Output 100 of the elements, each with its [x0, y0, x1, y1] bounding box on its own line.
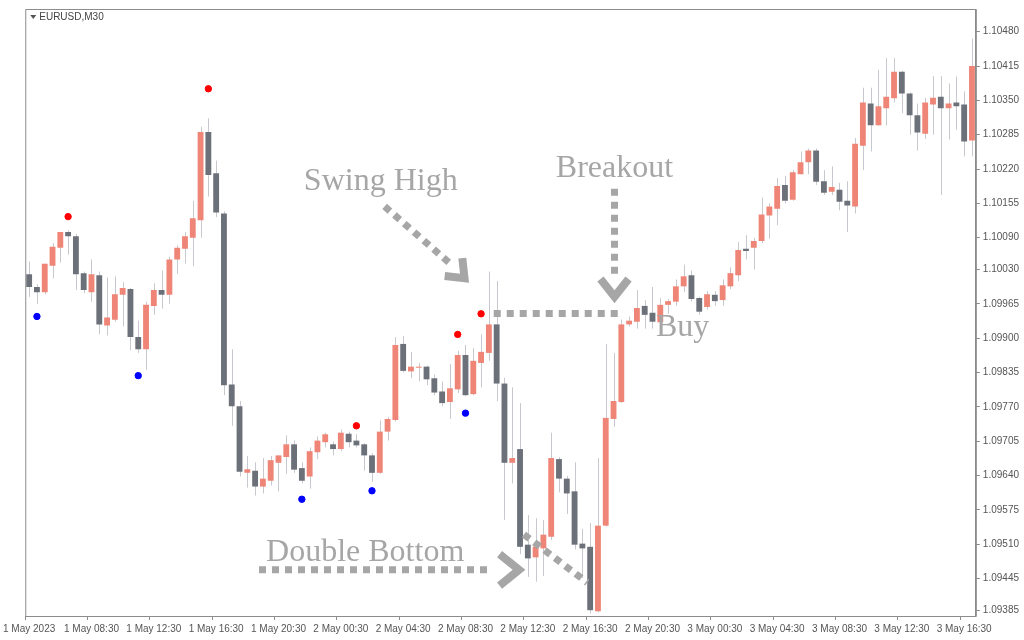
y-tick-label: 1.10415: [982, 59, 1020, 71]
candlestick: [883, 57, 890, 126]
point: [454, 330, 462, 339]
candlestick: [158, 270, 165, 310]
x-tick-label: 1 May 16:30: [188, 622, 245, 634]
candlestick: [415, 362, 422, 382]
annotation: Breakout: [555, 147, 674, 185]
candlestick: [80, 271, 87, 294]
y-tick-label: 1.09900: [982, 331, 1020, 343]
candlestick: [150, 282, 157, 316]
x-tick-label: 1 May 08:30: [63, 622, 120, 634]
candlestick: [182, 231, 188, 265]
y-tick-label: 1.09770: [982, 400, 1020, 412]
candlestick: [189, 200, 196, 267]
x-tick-label: 3 May 04:30: [749, 622, 806, 634]
candlestick: [828, 165, 835, 196]
y-tick-label: 1.09705: [982, 434, 1020, 446]
y-tick-label: 1.09835: [982, 366, 1020, 378]
candlestick: [135, 320, 142, 354]
x-tick-label: 3 May 16:30: [936, 622, 993, 634]
point: [461, 409, 470, 417]
y-tick-label: 1.10155: [982, 197, 1020, 209]
x-tick-label: 1 May 20:30: [250, 622, 307, 634]
candlestick: [750, 237, 757, 270]
candlestick: [898, 70, 905, 114]
candlestick: [267, 455, 274, 487]
candlestick: [439, 380, 446, 407]
y-tick-label: 1.09445: [982, 572, 1020, 584]
candlestick: [563, 475, 570, 515]
candlestick: [633, 289, 640, 330]
candlestick: [805, 147, 812, 175]
candlestick: [228, 348, 235, 427]
point: [298, 495, 306, 503]
x-tick-label: 3 May 00:30: [687, 622, 743, 634]
candlestick: [540, 519, 547, 577]
candlestick: [844, 180, 851, 233]
point: [64, 212, 72, 221]
point: [204, 85, 213, 93]
x-tick-label: 3 May 08:30: [811, 622, 868, 634]
candlestick: [244, 455, 251, 489]
candlestick: [259, 457, 266, 494]
candlestick: [524, 514, 531, 578]
y-tick-label: 1.09385: [982, 603, 1020, 615]
candlestick: [937, 75, 944, 196]
x-tick-label: 2 May 08:30: [437, 622, 494, 634]
candlestick: [478, 333, 484, 388]
candlestick: [446, 363, 453, 420]
point: [368, 487, 376, 495]
candlestick: [672, 278, 679, 307]
candlestick: [104, 276, 110, 336]
x-tick-label: 2 May 12:30: [500, 622, 556, 634]
point: [134, 371, 142, 380]
candlestick: [906, 91, 913, 136]
annotation: Swing High: [303, 160, 458, 198]
x-tick-label: 1 May 2023: [3, 622, 56, 634]
candlestick: [743, 234, 749, 260]
y-tick-label: 1.10030: [982, 263, 1020, 275]
candlestick: [34, 283, 40, 305]
candlestick: [369, 452, 375, 483]
annotation: Buy: [656, 306, 710, 344]
x-tick-label: 2 May 00:30: [313, 622, 369, 634]
candlestick: [704, 290, 710, 311]
candlestick: [641, 299, 648, 330]
y-tick-label: 1.09640: [982, 469, 1020, 481]
candlestick: [65, 229, 72, 256]
x-tick-label: 2 May 04:30: [375, 622, 432, 634]
candlestick: [782, 175, 788, 204]
candlestick: [26, 261, 33, 298]
point: [477, 310, 485, 318]
candlestick: [867, 87, 874, 153]
y-tick-label: 1.10350: [982, 94, 1020, 106]
x-tick-label: 1 May 12:30: [126, 622, 182, 634]
candlestick: [914, 103, 921, 152]
candlestick: [930, 75, 936, 136]
y-tick-label: 1.10220: [982, 162, 1020, 174]
x-tick-label: 2 May 16:30: [562, 622, 619, 634]
candlestick: [57, 231, 64, 264]
candlestick: [337, 429, 344, 452]
y-tick-label: 1.09575: [982, 503, 1020, 515]
candlestick: [431, 374, 438, 396]
annotation: Double Bottom: [266, 531, 465, 569]
y-tick-label: 1.09510: [982, 537, 1020, 549]
candlestick: [283, 434, 290, 475]
candlestick: [361, 442, 368, 472]
x-tick-label: 2 May 20:30: [624, 622, 681, 634]
candlestick: [680, 264, 687, 293]
candlestick: [774, 177, 781, 226]
candlestick: [252, 461, 259, 497]
y-tick-label: 1.10090: [982, 231, 1020, 243]
y-tick-label: 1.09965: [982, 297, 1020, 309]
point: [33, 312, 41, 321]
candlestick: [820, 169, 827, 196]
x-tick-label: 3 May 12:30: [874, 622, 930, 634]
candlestick: [119, 281, 126, 327]
y-tick-label: 1.10285: [982, 128, 1020, 140]
candlestick: [275, 454, 282, 492]
candlestick: [174, 244, 181, 275]
chart-title: EURUSD,M30: [39, 11, 104, 22]
candlestick: [556, 456, 562, 493]
candlestick: [509, 386, 516, 484]
